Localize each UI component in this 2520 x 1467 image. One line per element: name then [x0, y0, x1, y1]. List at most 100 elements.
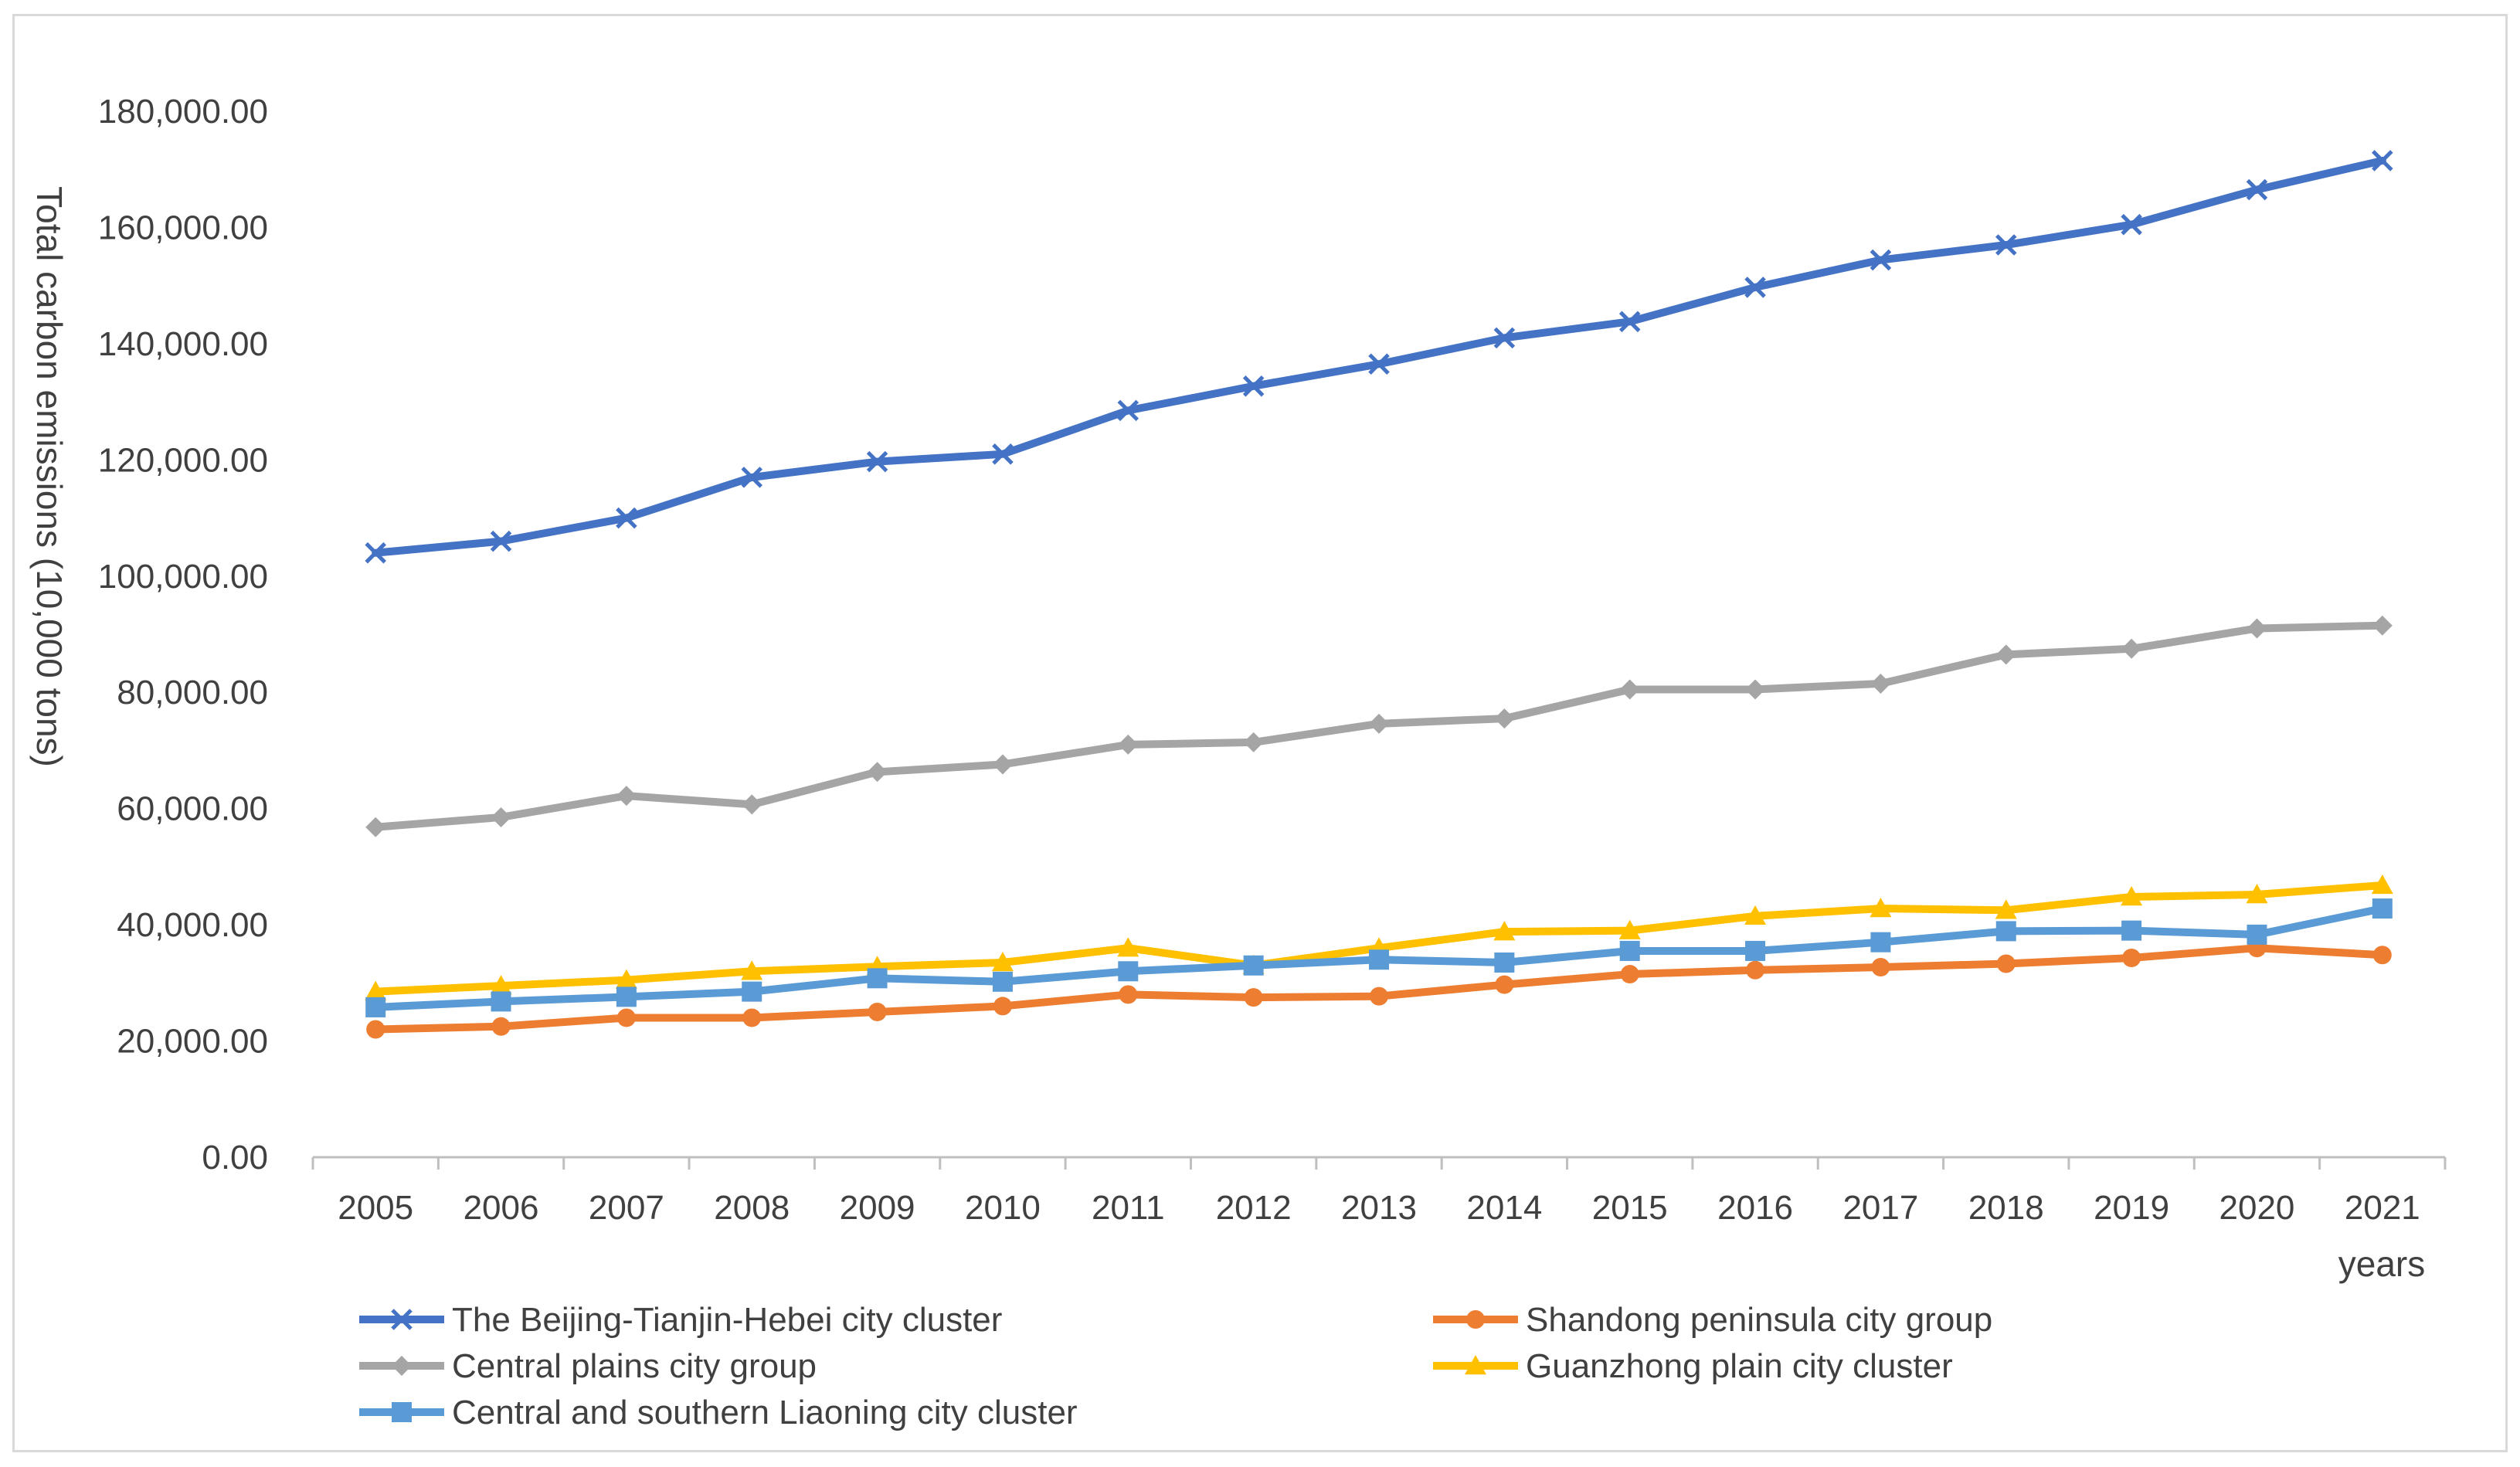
data-point	[2121, 213, 2142, 236]
data-point	[1369, 949, 1389, 970]
data-point	[1369, 713, 1389, 734]
legend-marker	[392, 1356, 412, 1376]
legend-marker	[1466, 1310, 1485, 1329]
x-tick-label: 2015	[1592, 1189, 1668, 1227]
chart-frame	[12, 14, 2508, 1452]
data-point	[1745, 679, 1766, 700]
data-point	[993, 997, 1012, 1016]
data-point	[365, 980, 387, 1000]
data-point	[1370, 986, 1388, 1006]
x-tick-label: 2007	[589, 1189, 664, 1227]
x-tick-label: 2017	[1842, 1189, 1918, 1227]
data-point	[2121, 638, 2142, 659]
data-point	[365, 817, 386, 837]
legend-marker	[391, 1309, 413, 1330]
legend-marker	[1465, 1355, 1486, 1375]
data-point	[490, 975, 512, 995]
y-tick-label: 160,000.00	[98, 209, 268, 246]
legend-label: Central and southern Liaoning city clust…	[452, 1394, 1078, 1431]
x-tick-label: 2019	[2094, 1189, 2169, 1227]
data-point	[1744, 905, 1767, 925]
y-tick-label: 60,000.00	[117, 790, 268, 828]
data-point	[2122, 948, 2141, 967]
data-point	[866, 450, 888, 473]
data-point	[366, 1020, 385, 1039]
data-point	[1870, 898, 1892, 918]
data-point	[1243, 732, 1264, 752]
data-point	[1495, 975, 1514, 994]
y-tick-label: 100,000.00	[98, 558, 268, 596]
y-tick-label: 0.00	[202, 1139, 268, 1177]
data-point	[1368, 353, 1390, 375]
x-tick-label: 2006	[464, 1189, 539, 1227]
y-tick-label: 40,000.00	[117, 906, 268, 944]
data-point	[1870, 932, 1891, 953]
data-point	[616, 1008, 636, 1027]
x-tick-label: 2009	[840, 1189, 915, 1227]
x-tick-label: 2020	[2219, 1189, 2295, 1227]
legend-marker	[392, 1402, 412, 1422]
data-point	[992, 443, 1014, 465]
data-point	[2372, 946, 2392, 965]
y-tick-label: 140,000.00	[98, 325, 268, 363]
data-point	[1493, 327, 1516, 349]
data-point	[742, 794, 762, 815]
data-point	[741, 467, 763, 488]
series-line	[372, 156, 2386, 557]
series-shandong-peninsula-city-group	[366, 939, 2392, 1039]
data-point	[2121, 920, 2142, 941]
data-point	[1995, 899, 2017, 919]
x-axis-label: years	[2338, 1244, 2425, 1284]
y-tick-label: 180,000.00	[98, 93, 268, 131]
data-point	[1870, 249, 1892, 271]
data-point	[491, 1017, 511, 1036]
legend-label: The Beijing-Tianjin-Hebei city cluster	[452, 1301, 1002, 1339]
data-point	[1995, 234, 2017, 256]
legend: The Beijing-Tianjin-Hebei city cluster Sh…	[359, 1301, 1992, 1431]
legend-entry: Central plains city group	[359, 1347, 817, 1385]
data-point	[1117, 937, 1139, 957]
data-point	[615, 969, 637, 989]
data-point	[1244, 988, 1263, 1007]
series-layer	[365, 150, 2393, 1039]
data-point	[1620, 965, 1639, 984]
x-tick-label: 2021	[2345, 1189, 2420, 1227]
series-central-plains-city-group	[365, 615, 2393, 837]
data-point	[992, 971, 1013, 992]
data-point	[1619, 940, 1640, 961]
x-tick-label: 2018	[1968, 1189, 2044, 1227]
legend-entry: Guanzhong plain city cluster	[1433, 1347, 1953, 1385]
data-point	[1870, 673, 1891, 694]
data-point	[1493, 921, 1516, 941]
data-point	[1618, 311, 1641, 333]
x-tick-label: 2016	[1717, 1189, 1793, 1227]
data-point	[490, 530, 512, 552]
data-point	[2246, 178, 2268, 201]
data-point	[1618, 919, 1641, 939]
data-point	[2372, 898, 2393, 919]
data-point	[365, 542, 386, 564]
data-point	[2372, 150, 2393, 171]
data-point	[1745, 940, 1766, 961]
data-point	[2247, 618, 2267, 639]
legend-entry: The Beijing-Tianjin-Hebei city cluster	[359, 1301, 1002, 1339]
data-point	[1494, 953, 1515, 973]
data-point	[1119, 985, 1138, 1004]
data-point	[1995, 921, 2016, 942]
data-point	[992, 754, 1013, 775]
data-point	[616, 986, 637, 1007]
legend-label: Guanzhong plain city cluster	[1526, 1347, 1953, 1385]
data-point	[1118, 734, 1139, 755]
legend-entry: Shandong peninsula city group	[1433, 1301, 1992, 1339]
data-point	[1995, 644, 2016, 665]
legend-label: Shandong peninsula city group	[1526, 1301, 1992, 1339]
data-point	[2121, 886, 2143, 906]
data-point	[616, 786, 637, 807]
data-point	[1744, 277, 1766, 298]
x-tick-label: 2011	[1092, 1189, 1165, 1227]
data-point	[867, 762, 888, 783]
x-axis: 2005 2006 2007 2008 2009 2010 2011 2012 2013 2014…	[311, 1156, 2447, 1227]
x-tick-label: 2008	[714, 1189, 790, 1227]
data-point	[868, 1002, 887, 1021]
data-point	[1494, 708, 1515, 729]
